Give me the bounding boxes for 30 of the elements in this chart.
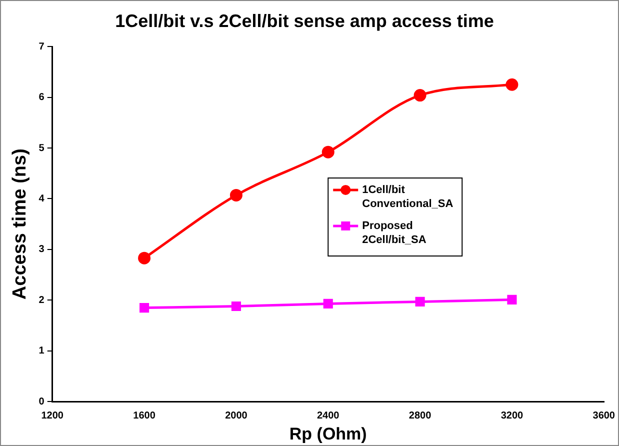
y-tick-label: 6: [38, 92, 45, 104]
legend-label: Proposed 2Cell/bit_SA: [362, 220, 426, 246]
y-tick-label: 7: [38, 41, 45, 52]
y-tick-label: 2: [38, 294, 45, 306]
point: [322, 146, 334, 158]
point: [507, 294, 517, 304]
y-tick-label: 3: [38, 244, 45, 256]
y-axis-title: Access time (ns): [10, 148, 31, 300]
legend-label: 1Cell/bit Conventional_SA: [362, 184, 454, 210]
x-tick-label: 2800: [408, 410, 432, 422]
point: [138, 252, 151, 264]
point: [231, 301, 241, 312]
x-tick-label: 1600: [133, 410, 156, 422]
y-tick-label: 0: [38, 396, 45, 408]
point: [230, 188, 242, 202]
chart-title: 1Cell/bit v.s 2Cell/bit sense amp access time: [115, 10, 494, 31]
point: [414, 89, 426, 102]
x-tick-label: 3600: [592, 410, 616, 422]
x-axis-title: Rp (Ohm): [289, 424, 367, 444]
point: [139, 302, 150, 313]
point: [506, 78, 518, 91]
y-tick-label: 1: [38, 346, 45, 357]
y-tick-label: 5: [38, 142, 45, 154]
point: [323, 298, 333, 309]
x-tick-label: 2000: [225, 410, 248, 422]
x-tick-label: 3200: [500, 410, 524, 422]
x-tick-label: 2400: [316, 410, 340, 422]
point: [415, 296, 425, 306]
y-tick-label: 4: [38, 193, 45, 204]
x-tick-label: 1200: [41, 410, 64, 422]
